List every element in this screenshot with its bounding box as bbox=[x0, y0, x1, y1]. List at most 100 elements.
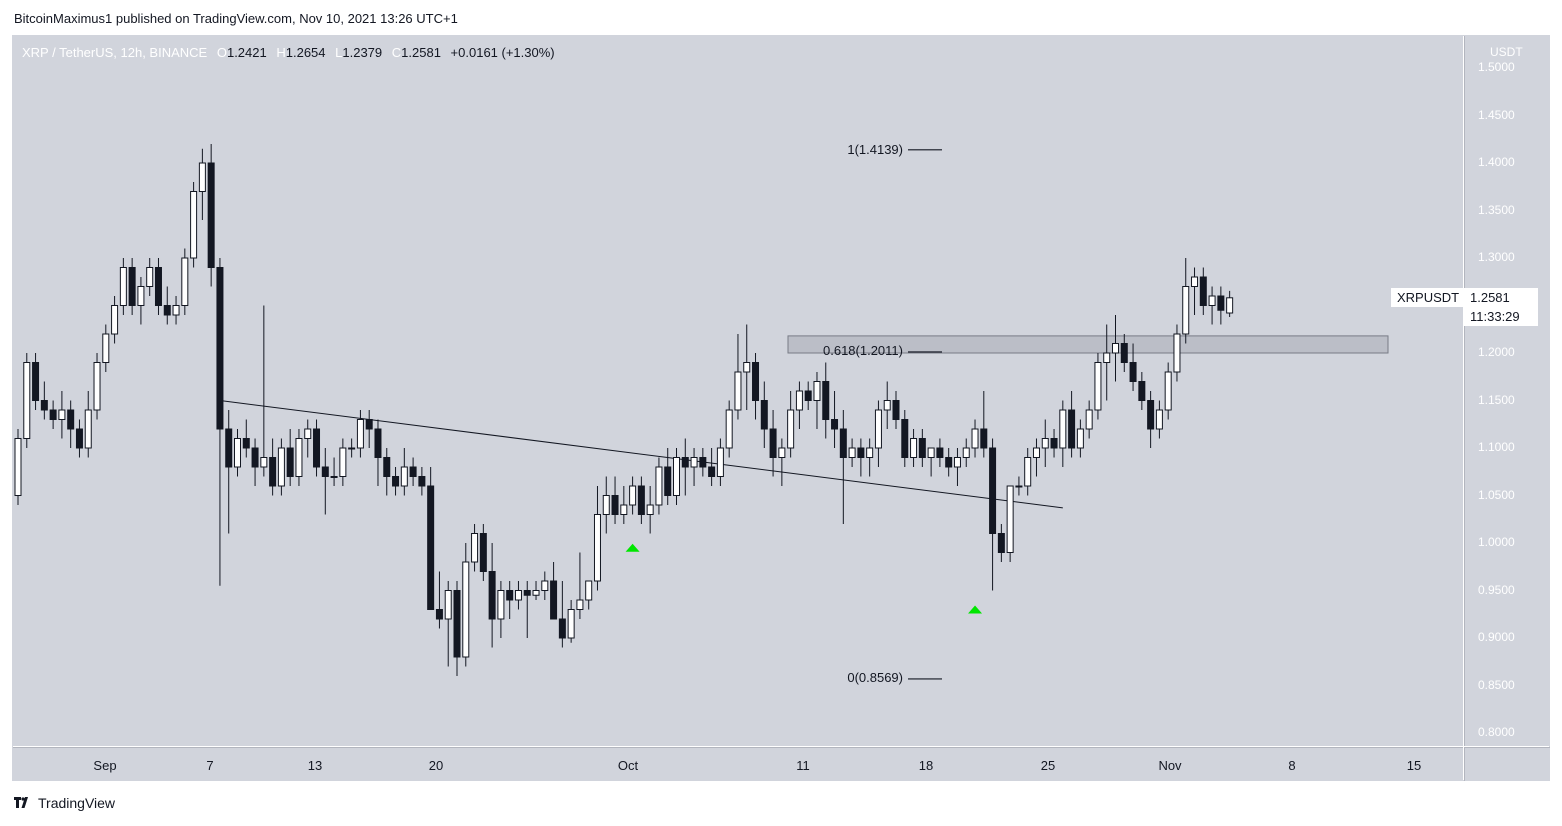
candle-down bbox=[1068, 409, 1076, 449]
axis-unit-label: USDT bbox=[1490, 45, 1523, 59]
candle-up bbox=[620, 504, 628, 515]
fib-level-0-label: 0(0.8569) bbox=[847, 670, 903, 685]
candle-up bbox=[716, 447, 724, 477]
high-value: 1.2654 bbox=[285, 45, 326, 60]
candle-up bbox=[1208, 295, 1216, 306]
candle-down bbox=[752, 362, 760, 401]
candle-down bbox=[558, 618, 566, 639]
price-tick-label: 1.2000 bbox=[1478, 345, 1515, 359]
candle-down bbox=[637, 485, 645, 515]
candle-up bbox=[787, 409, 795, 449]
candle-down bbox=[418, 476, 426, 487]
candle-up bbox=[1173, 333, 1181, 373]
candlestick-chart[interactable] bbox=[13, 36, 1463, 746]
brand-name: TradingView bbox=[38, 795, 116, 811]
price-tick-label: 0.9500 bbox=[1478, 582, 1515, 597]
candle-up bbox=[1155, 409, 1163, 430]
candle-down bbox=[49, 409, 57, 420]
symbol-name: XRP / TetherUS, 12h, BINANCE bbox=[22, 45, 208, 60]
candle-up bbox=[58, 409, 66, 420]
candle-down bbox=[216, 267, 224, 430]
candle-up bbox=[190, 191, 198, 259]
time-axis[interactable] bbox=[13, 747, 1463, 781]
candle-down bbox=[839, 428, 847, 458]
candle-down bbox=[365, 419, 373, 430]
candle-up bbox=[348, 447, 356, 450]
candle-down bbox=[207, 162, 215, 268]
candle-up bbox=[102, 333, 110, 363]
close-label: C bbox=[391, 45, 402, 60]
candle-up bbox=[866, 447, 874, 458]
candle-up bbox=[234, 438, 241, 468]
time-tick-label: Sep bbox=[93, 758, 117, 773]
price-axis[interactable] bbox=[1464, 36, 1550, 746]
publisher-line: BitcoinMaximus1 published on TradingView… bbox=[14, 11, 458, 26]
candle-up bbox=[93, 362, 101, 411]
low-label: L bbox=[335, 45, 343, 60]
candle-up bbox=[593, 514, 601, 582]
time-tick-label: 13 bbox=[307, 758, 323, 773]
candle-down bbox=[945, 457, 953, 468]
time-tick-label: Nov bbox=[1158, 758, 1182, 773]
candle-up bbox=[567, 609, 575, 639]
candle-up bbox=[181, 257, 189, 306]
candle-down bbox=[154, 267, 162, 306]
candle-down bbox=[857, 447, 865, 458]
candle-down bbox=[980, 428, 988, 449]
symbol-legend: XRP / TetherUS, 12h, BINANCE O1.2421 H1.… bbox=[22, 45, 555, 60]
candle-up bbox=[734, 371, 742, 411]
candle-up bbox=[462, 561, 470, 658]
candle-up bbox=[1226, 297, 1234, 314]
price-tick-label: 0.8000 bbox=[1478, 725, 1515, 739]
tradingview-brand[interactable]: TradingView bbox=[14, 795, 115, 811]
up-arrow-marker bbox=[625, 543, 640, 552]
candle-down bbox=[225, 428, 233, 468]
candle-up bbox=[119, 267, 127, 306]
candle-up bbox=[14, 438, 22, 496]
last-price-tag: 1.2581 bbox=[1464, 288, 1538, 307]
candle-up bbox=[585, 580, 593, 601]
time-tick-label: 20 bbox=[428, 758, 444, 773]
candle-up bbox=[778, 447, 786, 458]
price-tick-label: 1.5000 bbox=[1478, 60, 1515, 74]
candle-down bbox=[708, 466, 716, 477]
candle-up bbox=[356, 419, 364, 449]
candle-down bbox=[901, 419, 909, 458]
candle-up bbox=[532, 590, 540, 596]
candle-up bbox=[497, 590, 505, 620]
low-value: 1.2379 bbox=[342, 45, 383, 60]
candle-up bbox=[813, 381, 821, 401]
candle-up bbox=[883, 400, 891, 411]
candle-down bbox=[699, 457, 707, 468]
candle-up bbox=[1182, 286, 1190, 335]
candle-up bbox=[1032, 447, 1040, 458]
candle-up bbox=[1076, 428, 1084, 449]
candle-up bbox=[1191, 276, 1199, 287]
open-label: O bbox=[216, 45, 227, 60]
candle-up bbox=[1112, 343, 1119, 354]
change-value: +0.0161 (+1.30%) bbox=[450, 45, 555, 60]
candle-up bbox=[198, 162, 206, 192]
candle-up bbox=[1085, 409, 1093, 430]
candle-up bbox=[172, 305, 180, 316]
fib-level-0618-label: 0.618(1.2011) bbox=[823, 343, 903, 358]
candle-down bbox=[383, 457, 391, 477]
candle-down bbox=[523, 590, 531, 596]
price-tick-label: 1.4000 bbox=[1478, 155, 1515, 169]
candle-up bbox=[673, 457, 680, 496]
candle-down bbox=[550, 580, 558, 620]
candle-up bbox=[23, 362, 31, 439]
resistance-zone bbox=[787, 335, 1389, 354]
price-tick-label: 1.3500 bbox=[1478, 202, 1515, 217]
candle-up bbox=[514, 590, 522, 601]
candle-up bbox=[400, 466, 408, 487]
candle-down bbox=[313, 428, 321, 468]
candle-up bbox=[339, 447, 347, 477]
candle-up bbox=[795, 390, 803, 411]
candle-down bbox=[453, 590, 461, 658]
symbol-tag: XRPUSDT bbox=[1391, 288, 1466, 307]
candle-up bbox=[848, 447, 856, 458]
candle-up bbox=[295, 438, 303, 477]
candle-up bbox=[655, 466, 663, 506]
price-tick-label: 1.0000 bbox=[1478, 535, 1515, 549]
